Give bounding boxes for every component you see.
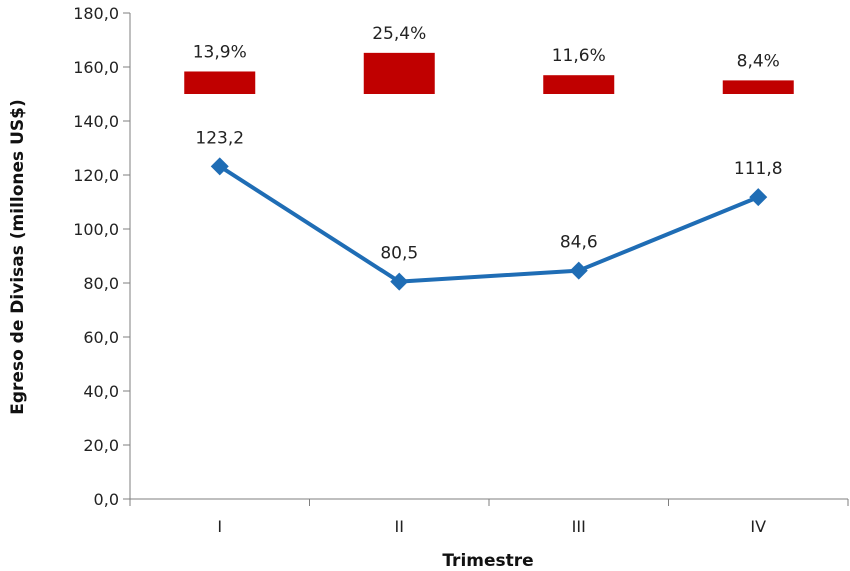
x-tick-label: III — [572, 517, 586, 536]
y-tick-label: 180,0 — [73, 4, 119, 23]
share-bar-label: 11,6% — [552, 46, 606, 66]
x-tick-label: I — [217, 517, 222, 536]
y-tick-label: 0,0 — [94, 490, 119, 509]
x-axis-title: Trimestre — [442, 551, 533, 571]
data-point-marker — [749, 188, 768, 207]
share-bar — [543, 75, 615, 94]
data-point-label: 123,2 — [195, 128, 244, 148]
data-point-label: 84,6 — [560, 233, 598, 253]
data-point-marker — [569, 261, 588, 280]
share-bar — [184, 71, 256, 94]
data-point-label: 111,8 — [734, 159, 783, 179]
share-bar-label: 25,4% — [372, 24, 426, 44]
y-tick-label: 100,0 — [73, 220, 119, 239]
share-bars: 13,9% 25,4% 11,6% 8,4% — [184, 24, 794, 94]
y-tick-label: 20,0 — [83, 436, 119, 455]
data-point-marker — [210, 157, 229, 176]
share-bar-label: 8,4% — [737, 51, 780, 71]
series-line: 123,2 80,5 84,6 111,8 — [195, 128, 783, 291]
y-tick-label: 40,0 — [83, 382, 119, 401]
data-point-marker — [390, 272, 409, 291]
share-bar — [363, 52, 435, 94]
x-tick-label: IV — [750, 517, 766, 536]
data-point-label: 80,5 — [380, 244, 418, 264]
y-tick-label: 160,0 — [73, 58, 119, 77]
x-tick-label: II — [395, 517, 404, 536]
y-axis: 0,0 20,0 40,0 60,0 80,0 100,0 120,0 140,0 160,0 1… — [73, 4, 131, 509]
share-bar-label: 13,9% — [193, 42, 247, 62]
y-tick-label: 120,0 — [73, 166, 119, 185]
x-axis: I II III IV — [129, 498, 849, 536]
y-axis-title: Egreso de Divisas (millones US$) — [8, 99, 28, 414]
y-tick-label: 140,0 — [73, 112, 119, 131]
share-bar — [722, 80, 794, 94]
series-line-path — [218, 164, 760, 284]
y-tick-label: 60,0 — [83, 328, 119, 347]
y-tick-label: 80,0 — [83, 274, 119, 293]
